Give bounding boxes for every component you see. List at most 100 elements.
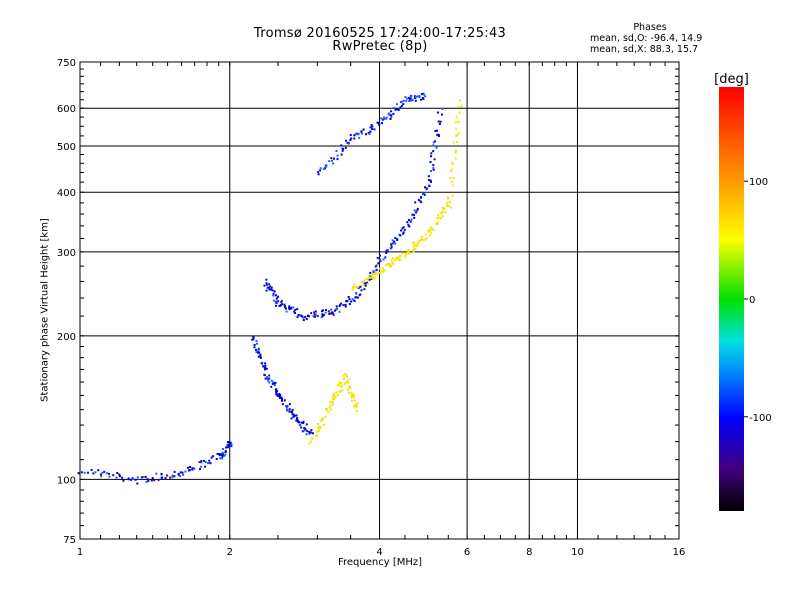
data-point [316,434,319,437]
data-point [414,247,417,250]
data-point [390,245,393,248]
data-point [303,429,306,432]
data-point [275,297,278,300]
data-point [284,306,287,309]
data-point [420,236,423,239]
data-point [424,238,426,241]
data-point [307,315,310,318]
data-point [216,453,219,455]
data-point [441,215,444,218]
data-point [221,452,224,455]
data-point [275,388,277,391]
data-point [432,164,435,166]
data-point [413,216,416,219]
data-point [422,97,425,100]
data-point [332,392,335,395]
data-point [187,466,189,469]
data-point [266,286,269,289]
data-point [331,401,334,403]
data-point [449,200,452,203]
data-point [347,391,350,394]
data-point [374,276,377,278]
data-point [336,307,339,310]
data-point [319,169,322,172]
data-point [338,384,341,387]
data-point [290,417,293,420]
data-point [259,355,262,358]
data-point [87,471,89,474]
data-point [339,390,342,393]
data-point [136,476,139,479]
data-point [343,377,345,380]
data-point [458,111,461,114]
data-point [416,244,418,247]
data-point [305,318,308,321]
data-point [397,109,400,111]
data-point [191,467,194,469]
data-point [299,314,301,317]
data-point [422,193,424,195]
data-point [313,315,316,318]
data-point [118,473,121,476]
data-point [427,175,430,178]
data-point [455,116,458,119]
data-point [350,393,353,396]
data-point [115,476,118,479]
data-point [373,128,375,131]
data-point [272,381,275,384]
data-point [275,294,277,297]
data-point [285,406,288,409]
data-point [428,234,431,237]
data-point [436,217,439,219]
data-point [446,197,449,200]
data-point [275,304,278,307]
data-point [388,262,391,265]
data-point [179,475,182,477]
data-point [396,258,399,261]
data-point [432,150,435,153]
data-point [298,421,300,424]
data-point [393,240,396,243]
data-point [430,180,432,183]
data-point [435,222,438,225]
data-point [327,310,330,313]
data-point [449,170,452,173]
data-point [256,342,258,345]
data-point [364,278,367,281]
data-point [278,395,281,398]
data-point [335,305,338,308]
data-point [221,455,224,458]
data-point [335,150,338,152]
data-point [317,171,320,174]
data-point [189,466,192,468]
data-point [413,244,416,246]
data-point [223,454,226,457]
data-point [388,113,391,116]
data-point [184,470,187,473]
data-point [219,457,222,460]
data-point [319,420,322,422]
data-point [259,353,262,356]
data-point [103,470,106,473]
data-point [314,313,317,316]
data-point [429,179,432,182]
data-point [355,409,358,412]
data-point [396,257,399,260]
data-point [347,388,349,391]
data-point [224,450,227,453]
data-point [393,107,395,109]
data-point [422,93,425,96]
data-point [227,441,230,443]
data-point [268,374,271,377]
data-point [351,399,353,402]
data-point [226,446,229,449]
data-point [313,311,316,314]
data-point [423,193,426,196]
data-point [381,118,384,121]
data-point [268,381,271,384]
data-point [297,314,300,316]
data-point [322,424,325,426]
data-point [381,270,384,273]
data-point [369,276,372,279]
data-point [340,382,343,385]
